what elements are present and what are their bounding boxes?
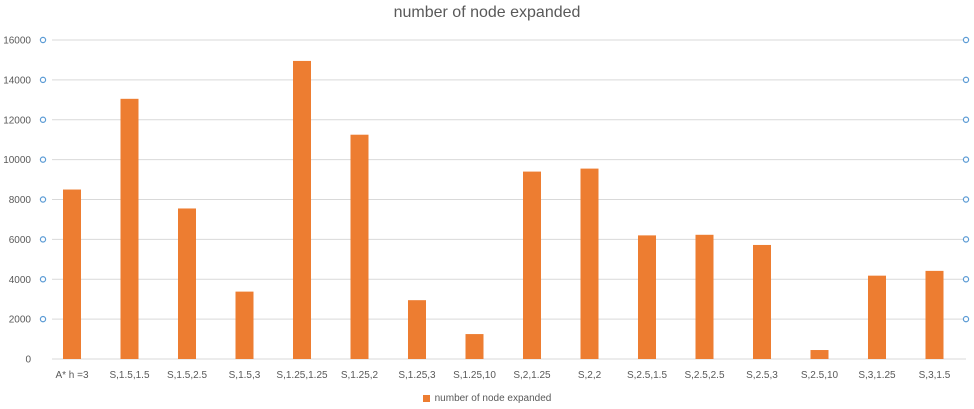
bar bbox=[695, 234, 714, 359]
bar bbox=[120, 98, 139, 360]
x-tick-label: S,1.25,2 bbox=[341, 370, 379, 381]
right-axis-marker bbox=[962, 36, 970, 44]
bar bbox=[350, 134, 369, 359]
x-tick-label: S,1.5,3 bbox=[229, 370, 261, 381]
x-tick-label: S,2.5,1.5 bbox=[627, 370, 667, 381]
bar bbox=[235, 291, 254, 359]
legend: number of node expanded bbox=[0, 393, 974, 404]
right-axis-marker bbox=[962, 315, 970, 323]
bar bbox=[925, 270, 944, 359]
x-tick-label: S,1.25,1.25 bbox=[276, 370, 328, 381]
left-axis-marker bbox=[39, 236, 47, 243]
legend-swatch bbox=[422, 395, 430, 402]
x-tick-label: S,2,2 bbox=[578, 370, 602, 381]
left-axis-marker bbox=[39, 315, 47, 323]
y-tick-label: 10000 bbox=[3, 155, 31, 166]
x-tick-label: S,3,1.25 bbox=[858, 370, 896, 381]
bar bbox=[178, 208, 196, 359]
y-tick-label: 12000 bbox=[3, 115, 31, 126]
bar bbox=[810, 350, 829, 359]
x-tick-label: S,1.25,10 bbox=[453, 370, 496, 381]
left-axis-marker bbox=[39, 116, 47, 123]
y-tick-label: 8000 bbox=[9, 195, 32, 206]
x-tick-label: S,2.5,10 bbox=[801, 370, 839, 381]
right-axis-marker bbox=[962, 276, 970, 283]
y-tick-label: 2000 bbox=[9, 315, 32, 326]
right-axis-marker bbox=[962, 236, 970, 243]
bar bbox=[465, 334, 484, 359]
bar bbox=[753, 244, 771, 359]
left-axis-marker bbox=[39, 196, 47, 203]
legend-label: number of node expanded bbox=[434, 393, 552, 404]
x-tick-label: S,1.5,2.5 bbox=[167, 370, 207, 381]
left-axis-marker bbox=[39, 276, 47, 283]
bar bbox=[408, 300, 426, 359]
x-tick-label: S,2.5,2.5 bbox=[684, 370, 724, 381]
x-tick-label: S,1.25,3 bbox=[398, 370, 436, 381]
bar bbox=[580, 168, 599, 359]
right-axis-marker bbox=[962, 76, 970, 84]
right-axis-marker bbox=[962, 116, 970, 123]
bar bbox=[638, 235, 656, 359]
y-tick-label: 0 bbox=[25, 355, 31, 366]
chart-title: number of node expanded bbox=[393, 4, 581, 21]
right-axis-marker bbox=[962, 196, 970, 203]
y-tick-label: 14000 bbox=[3, 75, 31, 86]
x-tick-label: S,2.5,3 bbox=[746, 370, 778, 381]
y-tick-label: 6000 bbox=[9, 235, 32, 246]
left-axis-marker bbox=[39, 76, 47, 84]
x-tick-label: S,3,1.5 bbox=[919, 370, 951, 381]
bar bbox=[523, 171, 541, 359]
left-axis-marker bbox=[39, 156, 47, 163]
y-tick-label: 16000 bbox=[3, 36, 31, 47]
x-tick-label: A* h =3 bbox=[55, 370, 89, 381]
right-axis-marker bbox=[962, 156, 970, 163]
left-axis-marker bbox=[39, 36, 47, 44]
bar bbox=[293, 60, 311, 359]
y-tick-label: 4000 bbox=[9, 275, 32, 286]
x-tick-label: S,1.5,1.5 bbox=[109, 370, 149, 381]
bar bbox=[868, 275, 886, 359]
x-tick-label: S,2,1.25 bbox=[513, 370, 551, 381]
bar bbox=[63, 189, 81, 359]
